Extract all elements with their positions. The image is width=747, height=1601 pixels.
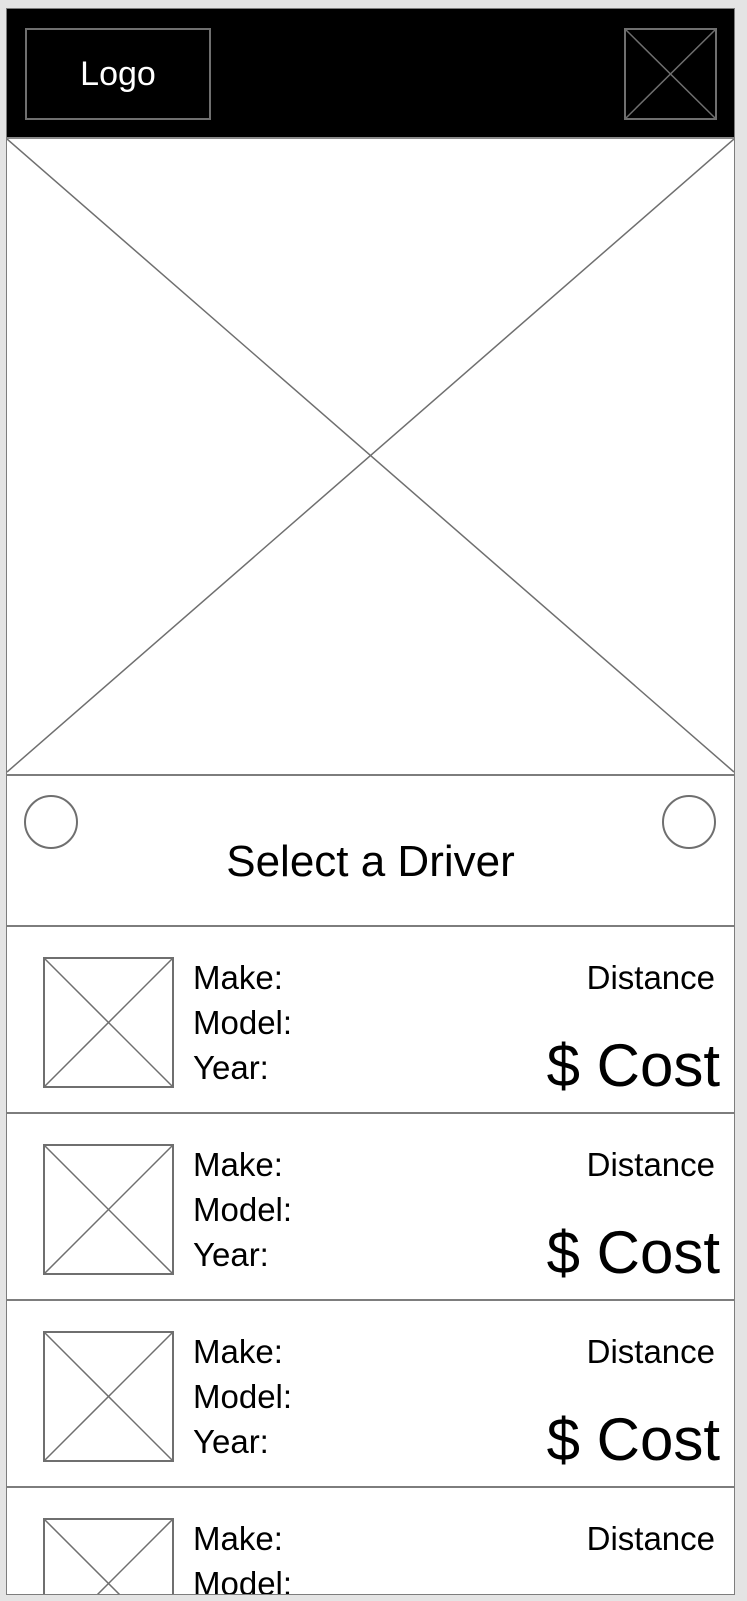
make-label: Make:	[193, 1333, 283, 1370]
distance-label: Distance	[586, 1146, 715, 1183]
driver-card[interactable]: Make: Model: Year: Distance $ Cost	[7, 1301, 734, 1488]
menu-button[interactable]	[624, 28, 717, 120]
year-label: Year:	[193, 1236, 269, 1273]
driver-card[interactable]: Make: Model: Year: Distance $ Cost	[7, 1114, 734, 1301]
model-label: Model:	[193, 1191, 293, 1228]
radio-button-right[interactable]	[662, 795, 716, 849]
placeholder-image-icon	[43, 1331, 174, 1462]
distance-label: Distance	[586, 1333, 715, 1370]
driver-list: Make: Model: Year: Distance $ Cost Make:…	[7, 927, 734, 1595]
header-bar: Logo	[7, 9, 734, 139]
driver-photo	[43, 1518, 174, 1594]
logo[interactable]: Logo	[25, 28, 211, 120]
driver-photo	[43, 1144, 174, 1275]
driver-card[interactable]: Make: Model: Year: Distance $ Cost	[7, 1488, 734, 1595]
radio-button-left[interactable]	[24, 795, 78, 849]
placeholder-image-icon	[43, 957, 174, 1088]
page-title: Select a Driver	[226, 837, 515, 886]
make-label: Make:	[193, 1146, 283, 1183]
driver-card[interactable]: Make: Model: Year: Distance $ Cost	[7, 927, 734, 1114]
driver-photo	[43, 1331, 174, 1462]
model-label: Model:	[193, 1378, 293, 1415]
app-frame: Logo Select a Driver	[6, 8, 735, 1595]
placeholder-image-icon	[624, 28, 717, 120]
make-label: Make:	[193, 959, 283, 996]
model-label: Model:	[193, 1004, 293, 1041]
cost-label: $ Cost	[546, 1219, 720, 1286]
hero-image	[7, 139, 734, 776]
placeholder-image-icon	[7, 139, 734, 773]
cost-label: $ Cost	[547, 1594, 720, 1595]
placeholder-image-icon	[43, 1518, 174, 1594]
year-label: Year:	[193, 1423, 269, 1460]
cost-label: $ Cost	[546, 1406, 720, 1473]
year-label: Year:	[193, 1049, 269, 1086]
driver-selector: Select a Driver	[7, 776, 734, 927]
driver-photo	[43, 957, 174, 1088]
model-label: Model:	[193, 1565, 293, 1595]
distance-label: Distance	[586, 959, 715, 996]
make-label: Make:	[193, 1520, 283, 1557]
placeholder-image-icon	[43, 1144, 174, 1275]
distance-label: Distance	[586, 1520, 715, 1557]
cost-label: $ Cost	[546, 1032, 720, 1099]
